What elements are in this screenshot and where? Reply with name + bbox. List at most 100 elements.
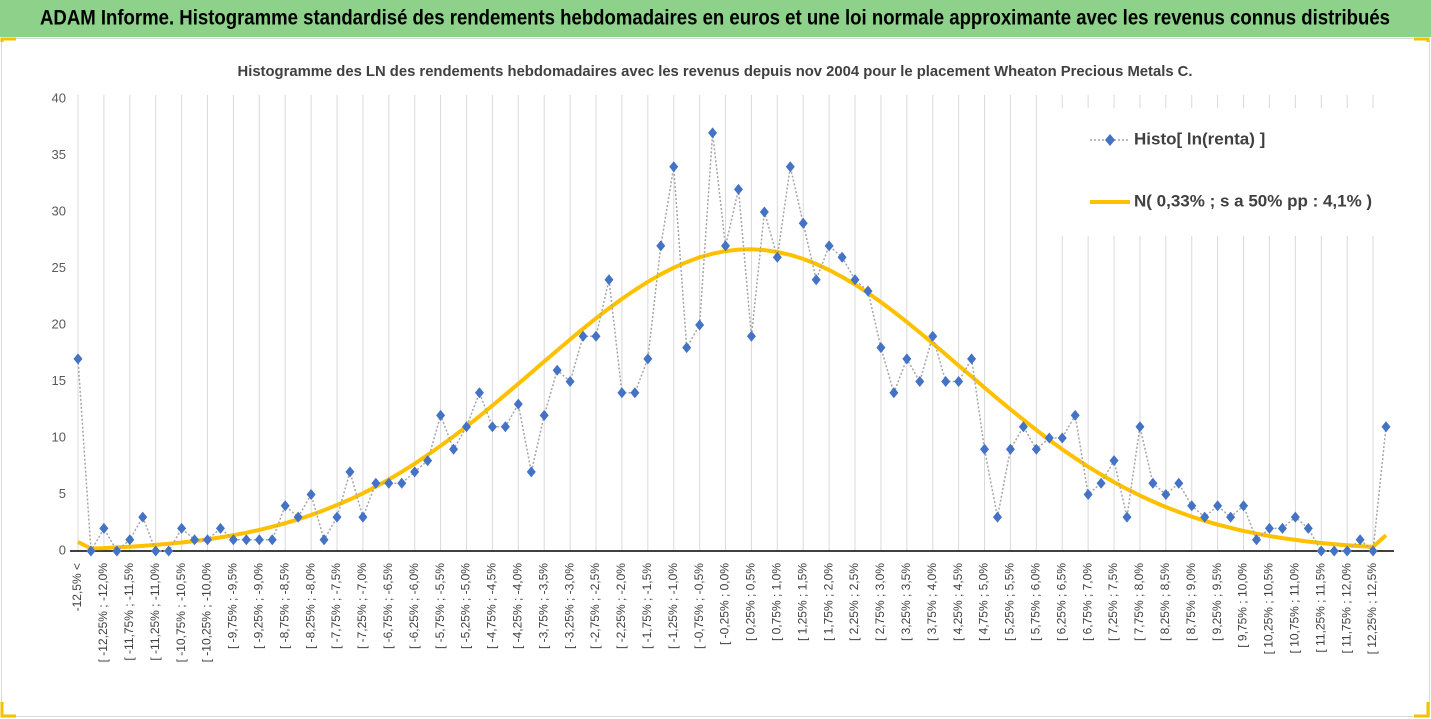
marker — [617, 387, 627, 399]
x-tick-label: [ 8,75% ; 9,0% — [1184, 563, 1198, 641]
x-tick-label: [ 1,25% ; 1,5% — [795, 563, 809, 641]
x-tick-label: [ -5,75% ; -5,5% — [433, 563, 447, 649]
marker — [332, 511, 342, 523]
marker — [1122, 511, 1132, 523]
marker — [552, 364, 562, 376]
y-tick-label: 30 — [52, 203, 66, 218]
marker — [1355, 534, 1365, 546]
x-tick-label: [ -11,75% ; -11,5% — [122, 563, 136, 661]
marker — [203, 534, 213, 546]
legend: Histo[ ln(renta) ] N( 0,33% ; s a 50% pp … — [1058, 108, 1400, 236]
marker — [733, 183, 743, 195]
marker — [241, 534, 251, 546]
marker — [1368, 545, 1378, 557]
chart-subtitle: Histogramme des LN des rendements hebdom… — [238, 63, 1193, 80]
marker — [306, 489, 316, 500]
marker — [656, 240, 666, 252]
x-tick-label: [ -7,25% ; -7,0% — [355, 563, 369, 649]
marker — [928, 330, 938, 342]
marker — [721, 240, 731, 252]
x-tick-label: [ -8,75% ; -8,5% — [277, 563, 291, 649]
marker — [397, 477, 407, 489]
marker — [1135, 421, 1145, 433]
marker — [1174, 477, 1184, 489]
marker — [1251, 534, 1261, 546]
y-tick-label: 40 — [52, 90, 66, 105]
x-tick-label: [ 9,75% ; 10,0% — [1236, 563, 1250, 648]
marker — [630, 387, 640, 399]
x-tick-label: [ 11,25% ; 11,5% — [1313, 563, 1327, 653]
marker — [293, 511, 303, 523]
marker — [1109, 455, 1119, 467]
marker — [99, 522, 109, 534]
y-tick-label: 35 — [52, 147, 66, 162]
marker — [565, 376, 575, 387]
marker — [850, 274, 860, 286]
marker — [267, 534, 277, 546]
marker — [902, 353, 912, 365]
marker — [798, 217, 808, 229]
marker — [772, 251, 782, 263]
x-tick-label: [ -9,25% ; -9,0% — [251, 563, 265, 649]
marker — [1316, 545, 1326, 557]
x-tick-label: [ -6,25% ; -6,0% — [407, 563, 421, 649]
marker — [462, 421, 472, 433]
marker — [954, 376, 964, 387]
marker — [138, 511, 148, 523]
chart-border — [1, 38, 1430, 717]
marker — [449, 443, 459, 455]
marker — [578, 330, 588, 342]
marker — [746, 330, 756, 342]
marker — [1290, 511, 1300, 523]
marker — [228, 534, 238, 546]
x-tick-label: -12,5% < — [70, 563, 84, 611]
marker — [358, 511, 368, 523]
marker — [164, 545, 174, 557]
marker — [384, 477, 394, 489]
marker — [513, 398, 523, 410]
x-tick-label: [ 5,75% ; 6,0% — [1029, 563, 1043, 641]
marker — [436, 409, 446, 421]
marker — [500, 421, 510, 433]
marker — [811, 274, 821, 286]
x-tick-label: [ 10,75% ; 11,0% — [1288, 563, 1302, 654]
x-tick-label: [ 6,25% ; 6,5% — [1054, 563, 1068, 641]
plot-area — [70, 127, 1394, 557]
x-tick-label: [ -6,75% ; -6,5% — [381, 563, 395, 649]
marker — [1096, 477, 1106, 489]
marker — [967, 353, 977, 365]
marker — [319, 534, 329, 546]
marker — [410, 466, 420, 478]
marker — [125, 534, 135, 546]
marker — [604, 274, 614, 286]
marker — [941, 376, 951, 387]
marker — [992, 511, 1002, 523]
marker — [526, 466, 536, 478]
y-tick-label: 20 — [52, 316, 66, 331]
marker — [889, 387, 899, 399]
x-tick-label: [ 11,75% ; 12,0% — [1339, 563, 1353, 654]
marker — [785, 161, 795, 173]
x-tick-label: [ -12,25% ; -12,0% — [96, 563, 110, 663]
x-tick-label: [ 10,25% ; 10,5% — [1262, 563, 1276, 655]
marker — [371, 477, 381, 489]
marker — [759, 206, 769, 218]
x-tick-label: [ -0,25% ; 0,0% — [718, 563, 732, 645]
x-tick-label: [ 2,75% ; 3,0% — [873, 563, 887, 641]
x-tick-label: [ 0,75% ; 1,0% — [769, 563, 783, 641]
y-tick-label: 15 — [52, 373, 66, 388]
marker — [487, 421, 497, 433]
x-tick-label: [ -5,25% ; -5,0% — [459, 563, 473, 649]
marker — [837, 251, 847, 263]
marker — [980, 443, 990, 455]
x-tick-label: [ -7,75% ; -7,5% — [329, 563, 343, 649]
x-tick-label: [ 5,25% ; 5,5% — [1003, 563, 1017, 641]
x-tick-label: [ 6,75% ; 7,0% — [1080, 563, 1094, 641]
y-tick-label: 25 — [52, 260, 66, 275]
marker — [1239, 500, 1249, 512]
marker — [1213, 500, 1223, 512]
x-tick-label: [ 7,25% ; 7,5% — [1106, 563, 1120, 641]
legend-label: N( 0,33% ; s a 50% pp : 4,1% ) — [1134, 191, 1372, 210]
corner-accent — [0, 37, 1430, 718]
marker — [682, 342, 692, 354]
